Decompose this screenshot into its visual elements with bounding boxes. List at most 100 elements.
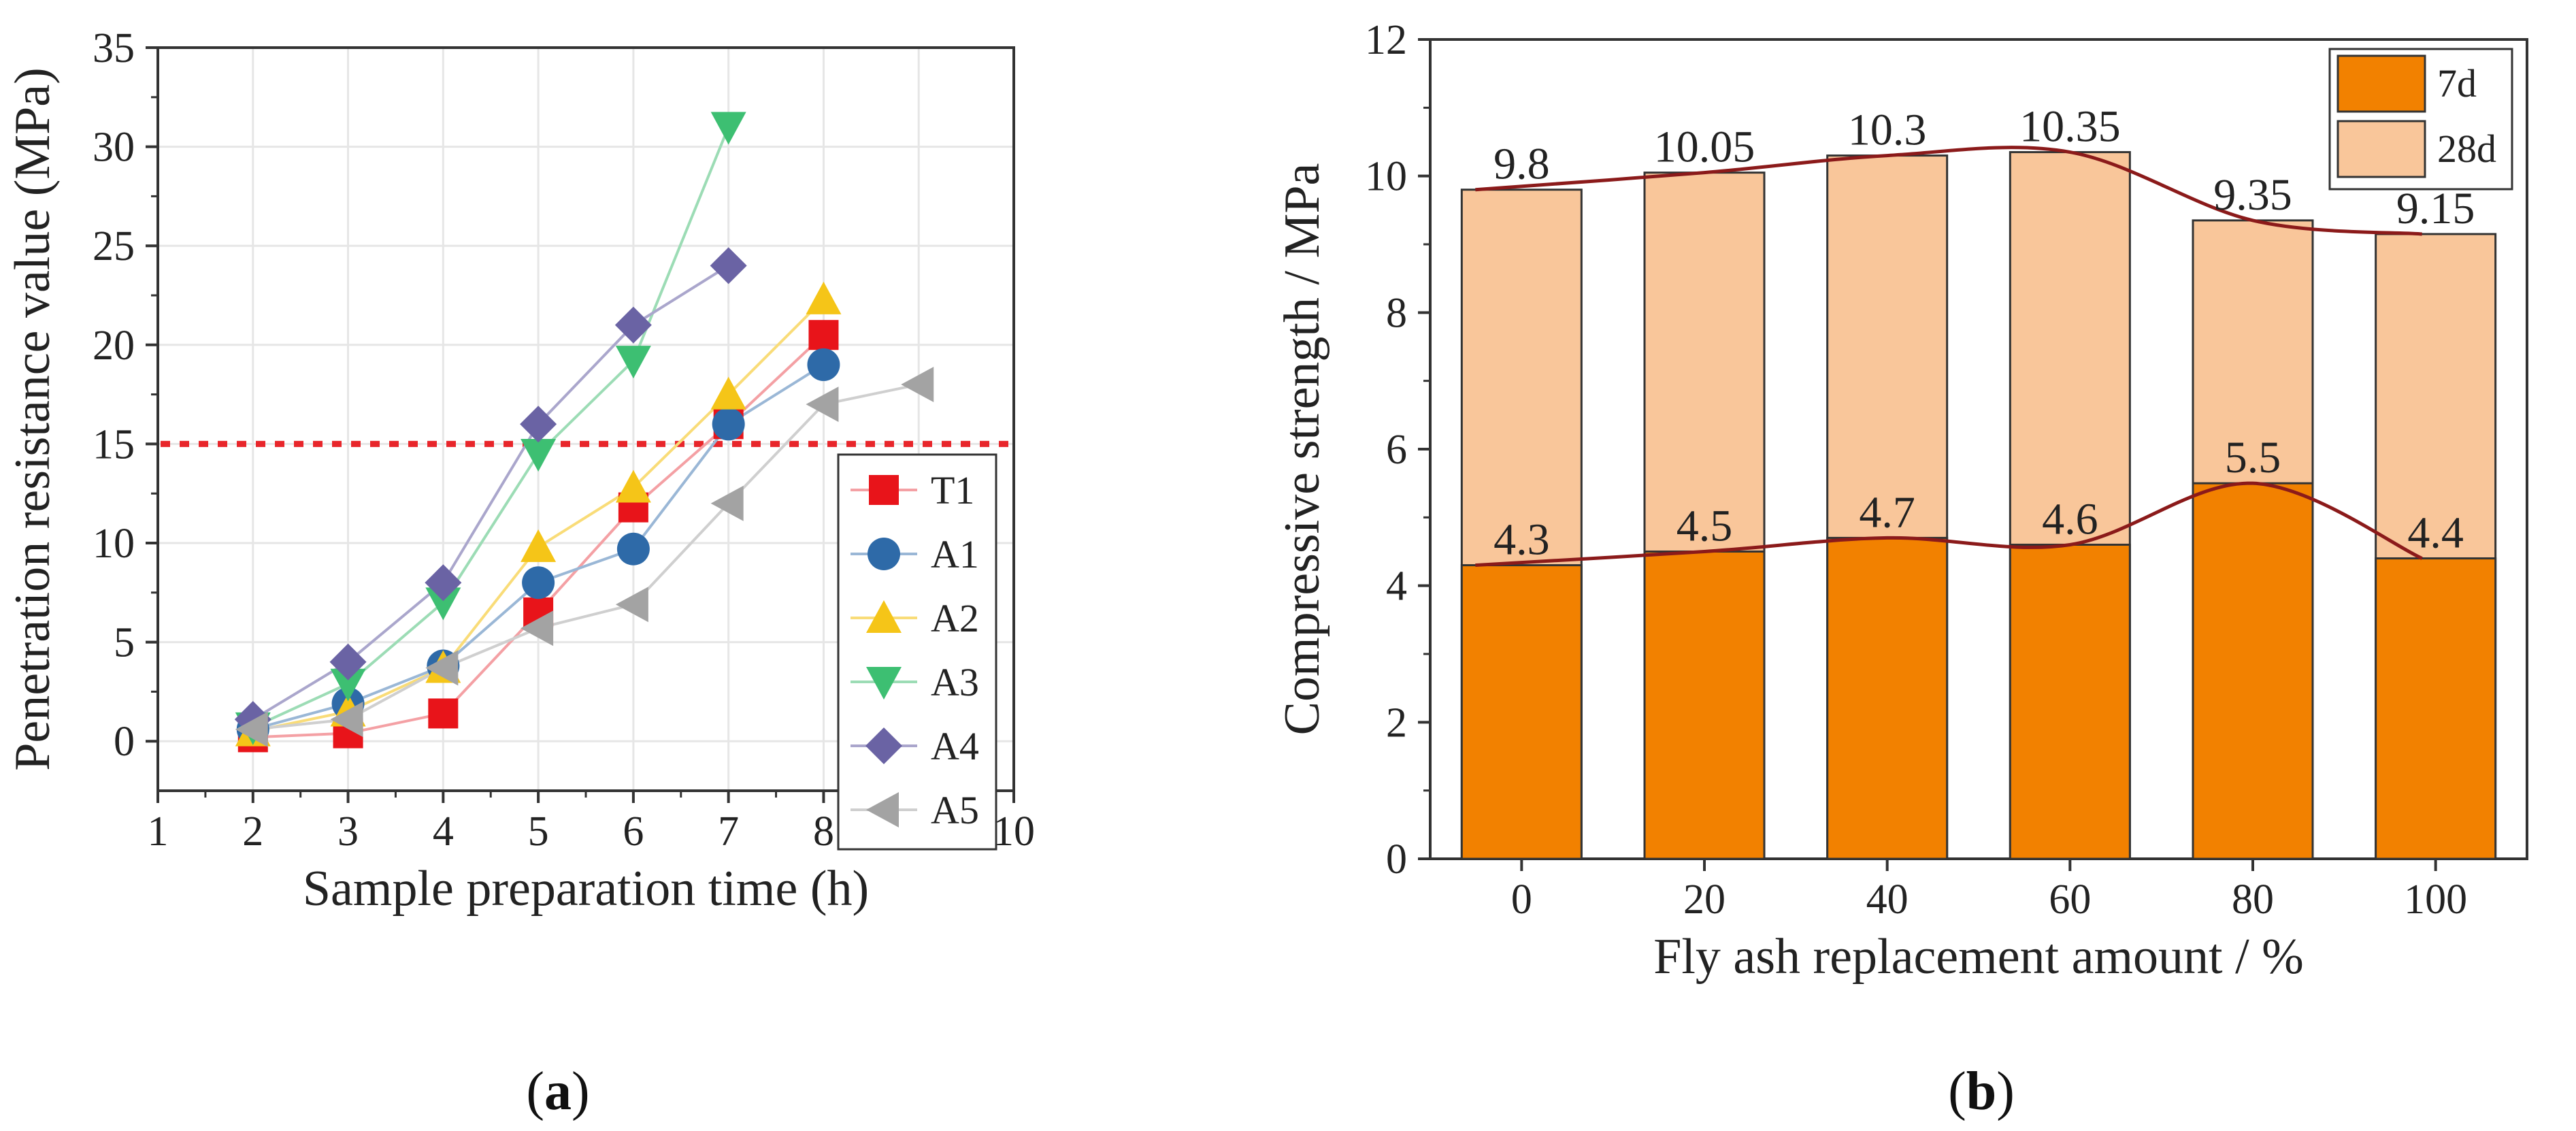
point-a4 xyxy=(329,643,367,681)
x-tick-label: 4 xyxy=(433,808,454,855)
data-label-7d-60: 4.6 xyxy=(2042,494,2098,544)
y-tick-label: 0 xyxy=(114,719,135,765)
data-label-28d-60: 10.35 xyxy=(2019,102,2121,152)
data-label-7d-0: 4.3 xyxy=(1493,515,1550,565)
series-line-a5 xyxy=(252,383,919,731)
point-a3 xyxy=(615,346,651,379)
y-tick-label: 2 xyxy=(1386,700,1407,746)
y-tick-label: 6 xyxy=(1386,427,1407,473)
legend-label-a3: A3 xyxy=(931,660,979,704)
y-tick-label: 25 xyxy=(93,223,135,269)
point-a2 xyxy=(806,281,842,314)
x-tick-label: 1 xyxy=(148,808,169,855)
bar-7d-40 xyxy=(1826,536,1949,860)
data-label-28d-40: 10.3 xyxy=(1848,105,1927,155)
x-tick-label: 5 xyxy=(528,808,549,855)
legend-swatch-7d xyxy=(2336,54,2426,113)
y-axis-title: Penetration resistance value (MPa) xyxy=(5,67,61,771)
panel-label-a: (a) xyxy=(526,1062,589,1121)
point-a3 xyxy=(425,587,461,621)
bar-7d-0 xyxy=(1460,564,1583,860)
point-a1 xyxy=(712,408,745,441)
chart-a: 1234567891005101520253035Sample preparat… xyxy=(5,25,1035,1121)
legend-swatch-28d xyxy=(2336,120,2426,178)
y-tick-label: 10 xyxy=(93,521,135,567)
x-tick-label: 8 xyxy=(813,808,834,855)
bar-7d-20 xyxy=(1643,551,1766,860)
point-t1 xyxy=(428,698,459,729)
y-tick-label: 12 xyxy=(1365,17,1407,63)
panel-label-a-part: a xyxy=(544,1062,572,1121)
x-tick-label: 40 xyxy=(1866,876,1909,923)
x-tick-label: 3 xyxy=(337,808,359,855)
legend-label-a1: A1 xyxy=(931,532,979,576)
legend-marker-a5 xyxy=(866,792,899,827)
bar-7d-100 xyxy=(2375,557,2497,860)
point-a1 xyxy=(616,532,650,566)
point-a5 xyxy=(330,702,363,738)
x-tick-label: 7 xyxy=(718,808,739,855)
x-axis-title: Sample preparation time (h) xyxy=(303,861,869,917)
bar-7d-60 xyxy=(2009,543,2131,860)
x-tick-label: 100 xyxy=(2404,876,2467,923)
point-t1 xyxy=(808,320,839,350)
point-a5 xyxy=(235,711,268,747)
point-a2 xyxy=(615,470,651,503)
point-a3 xyxy=(521,438,557,472)
point-a5 xyxy=(806,387,839,423)
data-label-7d-40: 4.7 xyxy=(1859,487,1915,537)
legend-label-7d: 7d xyxy=(2437,61,2477,105)
trend-line-7d xyxy=(1475,481,2423,568)
point-a4 xyxy=(614,306,652,344)
legend-marker-a2 xyxy=(866,600,902,633)
y-tick-label: 30 xyxy=(93,125,135,171)
series-line-a3 xyxy=(252,126,730,729)
x-tick-label: 0 xyxy=(1511,876,1532,923)
data-label-7d-80: 5.5 xyxy=(2225,433,2281,482)
point-a1 xyxy=(522,566,555,600)
y-tick-label: 5 xyxy=(114,620,135,666)
point-a4 xyxy=(520,406,557,443)
y-tick-label: 15 xyxy=(93,421,135,468)
point-a4 xyxy=(710,247,747,284)
y-tick-label: 20 xyxy=(93,323,135,369)
data-label-28d-0: 9.8 xyxy=(1493,140,1550,189)
x-tick-label: 80 xyxy=(2232,876,2274,923)
chart-b: 0 2 4 6 8 10 12 0 20 40 60 80 100 9.8 4.3 10.05 4.5 10.3 4… xyxy=(1274,17,2528,1121)
panel-label-b-part: ) xyxy=(1996,1062,2015,1121)
point-a1 xyxy=(807,348,840,381)
data-label-28d-80: 9.35 xyxy=(2213,170,2292,220)
x-axis-title: Fly ash replacement amount / % xyxy=(1653,929,2304,985)
legend-label-a2: A2 xyxy=(931,596,979,640)
trend-line-28d xyxy=(1475,146,2422,236)
legend-label-t1: T1 xyxy=(931,468,974,512)
y-tick-label: 4 xyxy=(1386,563,1407,610)
legend-marker-t1 xyxy=(869,475,899,505)
series-line-a4 xyxy=(252,264,729,721)
y-tick-label: 10 xyxy=(1365,154,1407,200)
y-axis-title: Compressive strength / MPa xyxy=(1274,163,1330,736)
data-label-7d-20: 4.5 xyxy=(1677,502,1733,551)
panel-label-b-part: b xyxy=(1966,1062,1997,1121)
y-tick-label: 0 xyxy=(1386,836,1407,883)
panel-label-b-part: ( xyxy=(1948,1062,1966,1121)
point-a5 xyxy=(521,610,554,646)
x-tick-label: 60 xyxy=(2049,876,2091,923)
point-a5 xyxy=(901,367,934,403)
legend-label-28d: 28d xyxy=(2437,127,2496,171)
point-a3 xyxy=(710,112,746,145)
point-a4 xyxy=(425,564,462,602)
point-a2 xyxy=(710,376,746,410)
legend-marker-a3 xyxy=(866,667,902,700)
panel-label-a-part: ( xyxy=(526,1062,544,1121)
x-tick-label: 20 xyxy=(1683,876,1725,923)
bar-7d-80 xyxy=(2192,482,2314,860)
legend-marker-a4 xyxy=(865,727,902,764)
x-tick-label: 10 xyxy=(993,808,1035,855)
data-label-28d-100: 9.15 xyxy=(2396,184,2475,233)
y-tick-label: 35 xyxy=(93,25,135,71)
data-label-28d-20: 10.05 xyxy=(1654,122,1755,172)
x-tick-label: 2 xyxy=(242,808,263,855)
point-a2 xyxy=(521,529,557,562)
